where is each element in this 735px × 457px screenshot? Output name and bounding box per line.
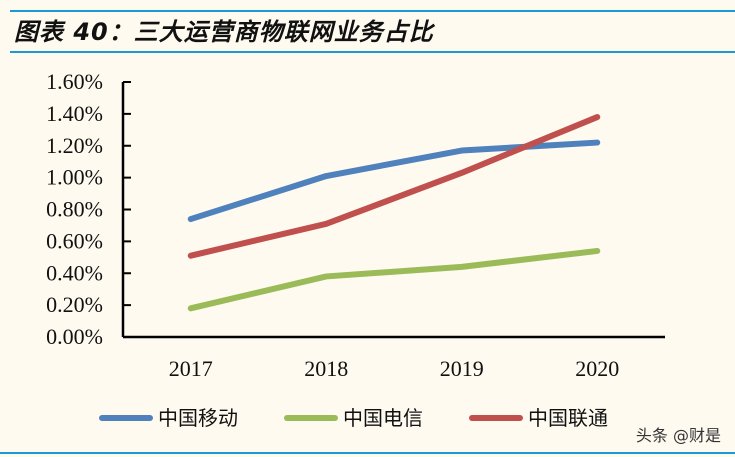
legend-label: 中国移动 <box>158 406 238 430</box>
legend-label: 中国电信 <box>343 406 423 430</box>
y-tick-label: 1.00% <box>46 165 103 190</box>
legend-label: 中国联通 <box>528 406 608 430</box>
y-tick-label: 1.40% <box>46 101 103 126</box>
x-tick-label: 2017 <box>169 356 213 381</box>
x-tick-label: 2019 <box>440 356 484 381</box>
title-rule <box>10 51 735 53</box>
y-tick-label: 0.60% <box>46 228 103 253</box>
top-rule <box>10 10 735 12</box>
x-axis: 2017 2018 2019 2020 <box>123 335 665 381</box>
y-tick-label: 1.60% <box>46 69 103 94</box>
y-tick-label: 0.00% <box>46 324 103 349</box>
y-tick-label: 0.20% <box>46 292 103 317</box>
bottom-rule <box>0 452 735 454</box>
y-tick-label: 0.40% <box>46 260 103 285</box>
x-tick-label: 2020 <box>575 356 619 381</box>
y-tick-label: 0.80% <box>46 197 103 222</box>
series-line <box>187 114 601 259</box>
legend: 中国移动 中国电信 中国联通 <box>99 406 608 430</box>
y-axis: 0.00% 0.20% 0.40% 0.60% 0.80% 1.00% 1.20% 1.40%… <box>46 69 131 349</box>
series-line <box>187 139 601 223</box>
watermark: 头条 @财是 <box>635 426 721 445</box>
chart-title: 图表 40：三大运营商物联网业务占比 <box>14 18 434 46</box>
series-line <box>187 247 601 312</box>
x-tick-label: 2018 <box>304 356 348 381</box>
series-lines <box>187 114 601 312</box>
y-tick-label: 1.20% <box>46 133 103 158</box>
